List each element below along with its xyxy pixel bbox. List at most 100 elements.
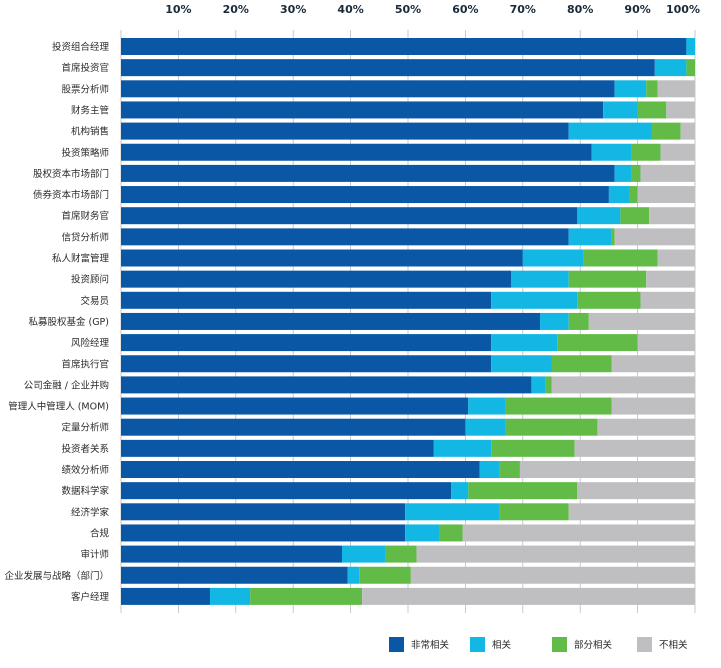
bar-segment [577,482,695,500]
bar-segment [121,545,342,563]
bar-segment [505,418,598,436]
category-label: 客户经理 [71,591,110,603]
bar-segment [121,334,492,352]
category-label: 机构销售 [71,126,109,138]
category-label: 数据科学家 [61,485,109,497]
bar-segment [611,397,695,415]
bar-segment [551,376,695,394]
bar-segment [631,164,641,182]
bar-segment [405,503,500,521]
bar-segment [465,418,506,436]
bar-segment [121,418,466,436]
bar-segment [640,291,695,309]
bar-segment [491,355,552,373]
bar-segment [603,101,638,119]
bar-segment [531,376,546,394]
legend-label: 非常相关 [411,639,450,651]
bar-segment [121,186,609,204]
bar-segment [686,38,695,55]
bar-segment [468,482,578,500]
bar-segment [660,143,695,161]
bar-segment [568,122,652,140]
bar-segment [491,334,558,352]
bar-segment [680,122,695,140]
bar-segment [121,228,569,246]
category-label: 首席执行官 [61,358,109,370]
bar-segment [649,207,695,225]
x-tick-label: 80% [567,3,593,16]
bar-segment [121,461,480,478]
category-label: 绩效分析师 [61,464,109,476]
bar-segment [385,545,417,563]
bar-segment [577,291,641,309]
bar-segment [620,207,650,225]
bar-segment [583,249,658,267]
category-label: 定量分析师 [61,422,109,434]
bar-segment [614,164,632,182]
category-label: 交易员 [80,295,109,307]
bar-segment [628,186,638,204]
bar-segment [545,376,552,394]
category-label: 私人财富管理 [52,253,110,265]
category-label: 债券资本市场部门 [33,189,109,201]
bar-segment [121,38,687,55]
bar-segment [121,482,452,500]
bar-segment [637,186,695,204]
category-label: 投资顾问 [71,274,109,286]
bar-segment [462,524,695,542]
bar-segment [121,503,406,521]
bar-segment [568,228,612,246]
category-label: 风险经理 [71,337,110,349]
bar-segment [568,312,589,330]
bars [121,38,695,605]
bar-segment [359,566,411,584]
bar-segment [551,355,612,373]
bar-segment [121,397,469,415]
x-tick-label: 40% [337,3,363,16]
bar-segment [631,143,661,161]
bar-segment [416,545,695,563]
bar-segment [121,101,604,119]
bar-segment [519,461,695,478]
bar-segment [557,334,638,352]
x-tick-label: 10% [165,3,191,16]
legend-swatch [637,637,652,652]
bar-segment [637,334,695,352]
x-axis-ticks: 10% 20% 30% 40% 50% 60% 70% 80% 90% 100% [165,3,700,16]
bar-segment [614,80,647,98]
category-label: 公司金融 / 企业并购 [24,379,109,391]
category-labels: 投资组合经理首席投资官股票分析师财务主管机构销售投资策略师股权资本市场部门债券资… [4,41,109,603]
bar-segment [611,355,695,373]
bar-segment [651,122,681,140]
x-tick-label: 20% [223,3,249,16]
bar-segment [405,524,440,542]
category-label: 股票分析师 [61,83,109,95]
category-label: 投资策略师 [61,147,109,159]
bar-segment [479,461,500,478]
bar-segment [614,228,695,246]
bar-segment [121,355,492,373]
bar-segment [433,439,492,457]
bar-segment [121,143,592,161]
category-label: 投资组合经理 [52,41,110,53]
bar-segment [121,270,512,288]
bar-segment [121,164,615,182]
bar-segment [121,291,492,309]
bar-segment [121,439,434,457]
category-label: 企业发展与战略（部门） [4,570,109,582]
bar-segment [121,524,406,542]
legend-label: 不相关 [659,639,688,651]
bar-segment [637,101,667,119]
legend: 非常相关 相关 部分相关 不相关 [389,637,688,652]
bar-segment [121,122,569,140]
x-tick-label: 100% [666,3,700,16]
bar-segment [121,249,523,267]
category-label: 合规 [90,527,110,539]
bar-segment [439,524,463,542]
bar-segment [410,566,695,584]
category-label: 首席投资官 [61,62,109,74]
legend-swatch [470,637,485,652]
bar-segment [522,249,584,267]
bar-segment [608,186,629,204]
bar-segment [121,80,615,98]
